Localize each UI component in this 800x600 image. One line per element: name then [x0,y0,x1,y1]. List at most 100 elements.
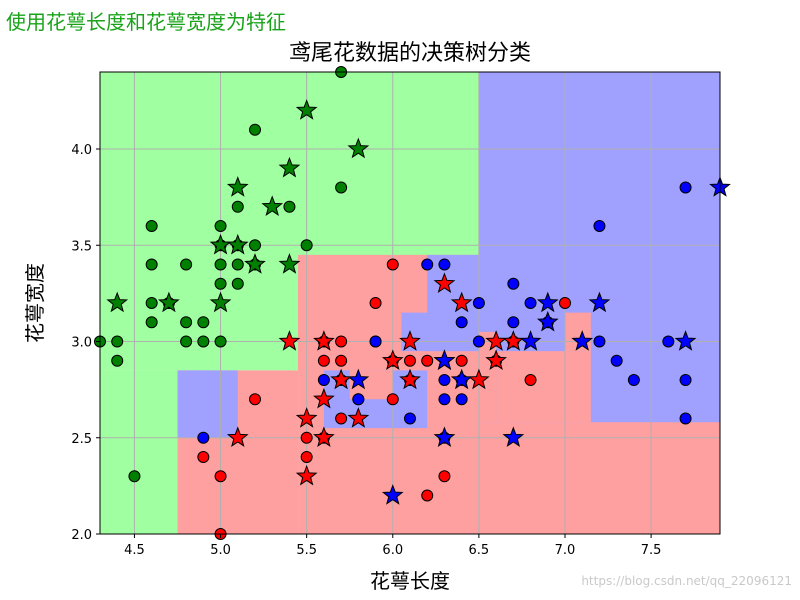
test-point-setosa [158,291,180,313]
x-tick-label: 4.5 [124,543,145,558]
x-axis-ticks: 4.5 5.0 5.5 6.0 6.5 7.0 7.5 [124,534,661,558]
train-point-setosa [111,354,124,367]
test-point-virginica [674,330,697,351]
train-point-virginica [610,354,623,367]
train-point-versicolor [559,297,571,309]
train-point-setosa [231,200,244,213]
train-point-setosa [128,470,141,483]
train-point-virginica [197,431,210,444]
train-point-versicolor [438,470,451,483]
train-point-virginica [472,335,485,348]
region-setosa-1 [100,370,178,534]
train-point-virginica [593,335,606,348]
train-point-virginica [369,335,382,348]
test-point-setosa [278,253,301,274]
y-tick-label: 2.0 [71,528,92,543]
test-point-versicolor [450,291,473,313]
test-point-versicolor [399,368,421,390]
train-point-setosa [283,200,296,213]
test-point-setosa [244,253,266,274]
train-point-virginica [404,412,416,425]
test-point-versicolor [485,349,507,370]
x-tick-label: 5.0 [210,543,231,558]
train-point-virginica [679,181,692,194]
test-point-versicolor [313,426,335,447]
x-tick-label: 7.5 [641,543,662,558]
x-tick-label: 7.0 [555,543,576,558]
train-point-setosa [145,258,158,271]
train-point-setosa [231,277,244,290]
train-point-versicolor [455,354,468,367]
test-point-virginica [381,484,404,505]
x-tick-label: 5.5 [296,543,317,558]
test-point-virginica [571,330,594,351]
test-point-virginica [588,291,611,313]
train-point-virginica [438,393,451,406]
train-point-versicolor [300,451,313,463]
train-point-versicolor [386,258,399,271]
test-point-virginica [502,426,525,447]
train-point-versicolor [317,354,330,367]
x-tick-label: 6.5 [469,543,490,558]
test-point-versicolor [313,387,335,409]
train-point-versicolor [524,374,537,386]
train-point-virginica [627,374,640,386]
region-virginica-9 [427,254,479,352]
test-point-virginica [519,330,542,351]
train-point-setosa [231,258,244,271]
train-point-setosa [300,239,313,252]
test-point-versicolor [295,464,318,486]
train-point-virginica [421,258,434,271]
train-point-setosa [145,316,158,329]
y-tick-label: 3.0 [71,336,92,351]
train-point-setosa [180,258,193,271]
train-point-virginica [507,277,520,290]
y-tick-label: 4.0 [71,143,92,158]
y-axis-label: 花萼宽度 [23,263,47,343]
test-point-virginica [536,291,559,313]
test-point-virginica [450,368,473,390]
train-point-virginica [679,412,692,425]
train-point-setosa [180,335,193,348]
test-point-setosa [261,195,284,216]
data-points [94,66,731,540]
train-point-setosa [214,277,227,290]
test-point-virginica [347,368,370,390]
y-tick-label: 3.5 [71,239,92,254]
train-point-versicolor [197,451,210,463]
train-point-versicolor [300,431,313,444]
test-point-setosa [106,291,129,313]
test-point-versicolor [226,426,249,447]
train-point-virginica [438,374,451,386]
train-point-setosa [197,316,210,329]
train-point-setosa [180,316,193,329]
test-point-virginica [433,349,456,370]
train-point-virginica [593,220,606,232]
train-point-versicolor [404,354,416,367]
train-point-setosa [111,335,124,348]
train-point-virginica [438,258,451,271]
train-point-setosa [197,335,210,348]
train-point-setosa [335,181,348,194]
test-point-setosa [226,176,249,197]
decision-regions [100,72,720,534]
test-point-setosa [278,156,301,178]
train-point-virginica [455,393,468,406]
test-point-setosa [209,291,232,313]
train-point-versicolor [214,470,227,483]
train-point-setosa [214,335,227,348]
train-point-virginica [524,297,537,309]
train-point-virginica [352,393,365,406]
train-point-virginica [507,316,520,329]
train-point-setosa [214,220,227,232]
chart-title: 鸢尾花数据的决策树分类 [289,41,531,66]
train-point-virginica [662,335,675,348]
test-point-versicolor [295,407,318,428]
test-point-setosa [226,233,249,255]
y-axis-ticks: 2.0 2.5 3.0 3.5 4.0 [71,143,100,543]
test-point-versicolor [433,272,456,293]
test-point-versicolor [399,330,421,351]
train-point-setosa [214,258,227,271]
test-point-virginica [536,310,559,332]
